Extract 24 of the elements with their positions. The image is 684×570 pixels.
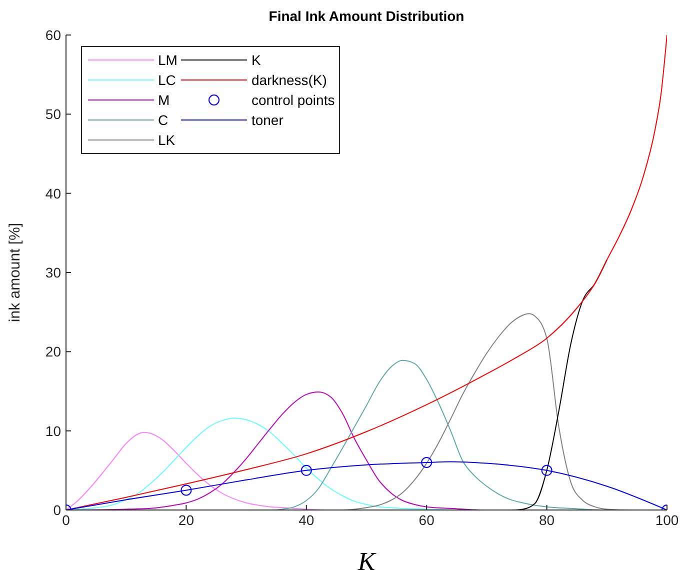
x-axis-title: K xyxy=(356,547,377,570)
y-tick-label: 50 xyxy=(45,106,62,122)
legend-label: LC xyxy=(158,72,176,88)
y-tick-label: 30 xyxy=(45,264,62,280)
legend-label: toner xyxy=(251,112,284,128)
legend-label: LK xyxy=(158,132,176,148)
y-tick-label: 40 xyxy=(45,185,62,202)
legend-label: darkness(K) xyxy=(251,72,327,88)
x-tick-label: 100 xyxy=(655,512,679,528)
y-axis-title: ink amount [%] xyxy=(6,222,24,322)
x-tick-label: 60 xyxy=(418,512,435,528)
legend-label: control points xyxy=(251,92,335,108)
legend-label: LM xyxy=(158,52,178,68)
chart-title: Final Ink Amount Distribution xyxy=(268,8,466,24)
y-tick-label: 60 xyxy=(45,26,62,43)
legend-label: C xyxy=(158,112,168,128)
x-tick-label: 20 xyxy=(178,512,194,528)
legend-label: K xyxy=(251,52,261,68)
y-tick-label: 10 xyxy=(45,422,62,439)
x-tick-label: 80 xyxy=(539,512,555,528)
y-tick-label: 20 xyxy=(45,344,62,360)
x-tick-label: 40 xyxy=(298,512,314,528)
y-tick-label: 0 xyxy=(53,502,62,518)
legend-label: M xyxy=(158,92,170,108)
